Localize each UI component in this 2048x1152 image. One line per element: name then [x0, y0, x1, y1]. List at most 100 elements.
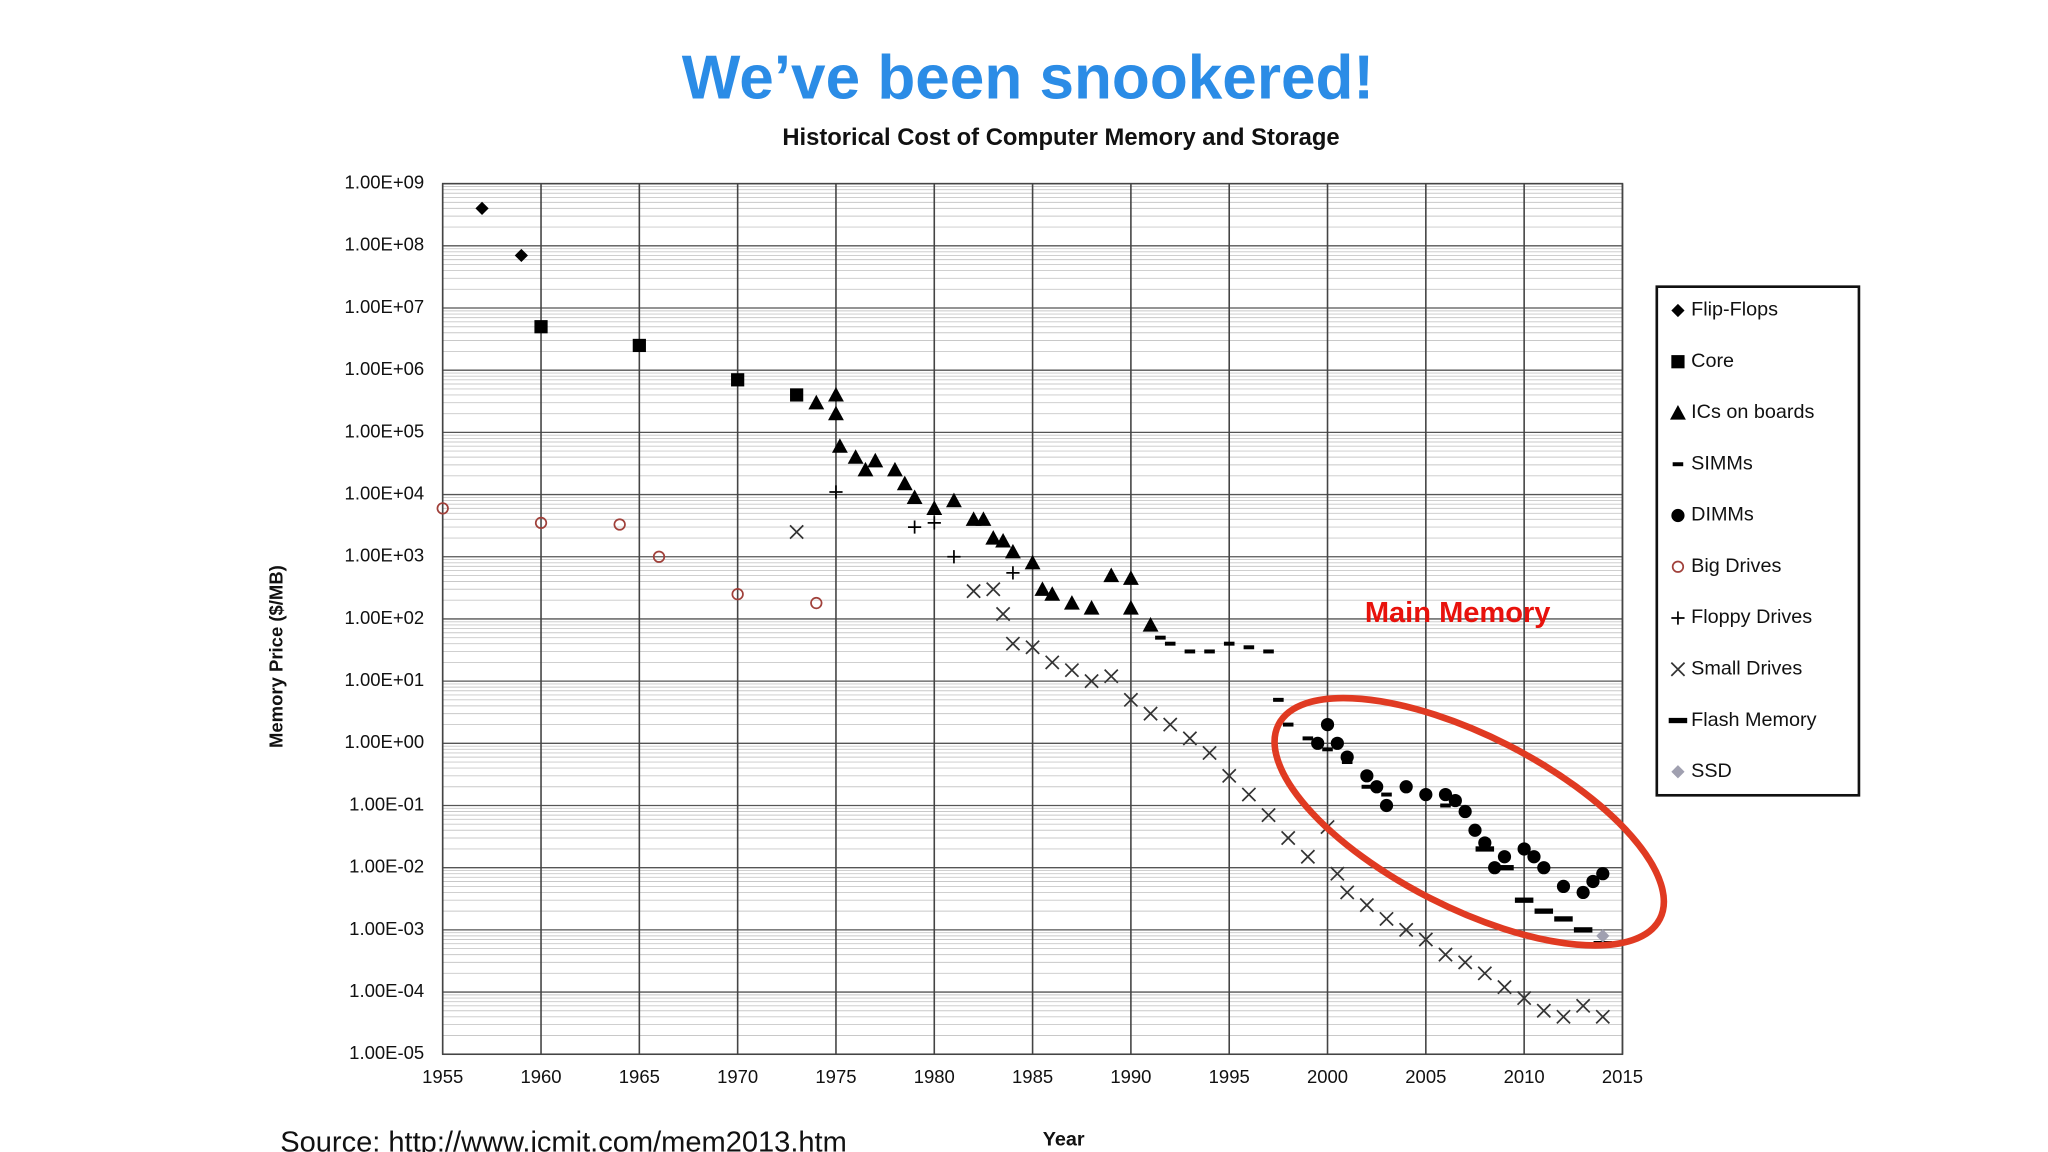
- marker-circle: [1497, 850, 1512, 864]
- y-tick-label: 1.00E+00: [345, 731, 425, 752]
- x-tick-label: 2010: [1504, 1066, 1545, 1087]
- marker-triangle: [946, 492, 962, 508]
- legend-marker: [1671, 560, 1685, 573]
- highlight-ellipse: [1271, 694, 1668, 949]
- x-tick-label: 2015: [1602, 1066, 1643, 1087]
- marker-circle: [1576, 885, 1590, 900]
- marker-open-circle: [436, 502, 449, 515]
- marker-cross: [1182, 731, 1198, 746]
- marker-plus: [1006, 566, 1020, 580]
- marker-triangle: [828, 405, 844, 421]
- marker-cross: [1280, 830, 1296, 846]
- y-tick-label: 1.00E+03: [345, 545, 425, 566]
- legend-box: [1655, 285, 1861, 797]
- marker-diamond: [475, 201, 489, 215]
- marker-small-dash: [1361, 784, 1373, 789]
- marker-dash: [1573, 927, 1593, 933]
- y-tick-label: 1.00E-04: [349, 980, 424, 1001]
- marker-cross: [1330, 866, 1345, 881]
- marker-circle: [1419, 787, 1433, 802]
- marker-cross: [1497, 979, 1512, 995]
- marker-cross: [995, 606, 1011, 622]
- marker-cross: [986, 582, 1001, 597]
- x-tick-label: 1985: [1012, 1066, 1053, 1087]
- y-tick-label: 1.00E+06: [345, 358, 425, 379]
- marker-circle: [1488, 861, 1502, 875]
- marker-cross: [1163, 717, 1178, 732]
- marker-circle: [1320, 717, 1335, 732]
- x-tick-label: 1960: [520, 1066, 561, 1087]
- marker-square: [632, 338, 646, 353]
- source: Source: http://www.jcmit.com/mem2013.htm: [280, 1127, 847, 1152]
- y-axis-label: Memory Price ($/MB): [265, 565, 286, 748]
- marker-circle: [1527, 850, 1541, 864]
- annotation: Main Memory: [1365, 597, 1551, 629]
- marker-cross: [1241, 787, 1257, 802]
- y-tick-label: 1.00E+08: [345, 234, 425, 255]
- marker-dash: [1534, 908, 1554, 914]
- marker-triangle: [887, 461, 903, 477]
- marker-cross: [1143, 706, 1158, 721]
- marker-triangle: [867, 452, 884, 468]
- marker-plus: [908, 520, 922, 534]
- marker-small-dash: [1204, 649, 1215, 654]
- marker-small-dash: [1164, 641, 1176, 646]
- marker-triangle: [926, 500, 943, 515]
- marker-circle: [1517, 842, 1531, 856]
- marker-triangle: [847, 449, 864, 464]
- marker-cross: [1556, 1009, 1571, 1025]
- y-tick-label: 1.00E+01: [345, 669, 425, 690]
- legend-marker: [1668, 717, 1688, 724]
- marker-dash: [1554, 916, 1573, 922]
- marker-square: [790, 388, 804, 402]
- x-axis-label: Year: [1043, 1128, 1085, 1150]
- marker-small-dash: [1243, 645, 1255, 650]
- legend-marker: [1671, 611, 1685, 625]
- marker-circle: [1311, 736, 1325, 750]
- y-tick-label: 1.00E+05: [345, 420, 425, 441]
- legend-label: Small Drives: [1691, 658, 1802, 680]
- marker-circle: [1360, 769, 1374, 783]
- marker-triangle: [1142, 617, 1159, 632]
- marker-small-dash: [1184, 649, 1196, 654]
- x-tick-label: 1990: [1110, 1066, 1151, 1087]
- marker-triangle: [1122, 570, 1139, 585]
- marker-open-circle: [652, 550, 666, 563]
- legend-label: Flash Memory: [1691, 709, 1817, 731]
- marker-circle: [1468, 823, 1482, 837]
- marker-cross: [966, 583, 981, 599]
- legend-label: ICs on boards: [1691, 401, 1814, 423]
- legend-label: SSD: [1691, 760, 1732, 782]
- y-tick-label: 1.00E+09: [345, 172, 425, 193]
- marker-circle: [1556, 879, 1571, 894]
- marker-small-dash: [1322, 747, 1333, 752]
- marker-cross: [789, 524, 804, 540]
- x-tick-label: 1975: [815, 1066, 856, 1087]
- marker-open-circle: [731, 588, 744, 601]
- marker-circle: [1438, 787, 1453, 802]
- marker-cross: [1202, 745, 1217, 761]
- marker-cross: [1477, 966, 1493, 981]
- marker-square: [534, 320, 548, 334]
- marker-triangle: [857, 461, 874, 477]
- marker-cross: [1379, 911, 1394, 927]
- legend-label: Flip-Flops: [1691, 299, 1778, 321]
- marker-small-dash: [1273, 697, 1284, 702]
- marker-triangle: [1063, 595, 1080, 610]
- marker-open-circle: [534, 516, 548, 530]
- marker-open-circle: [613, 518, 626, 531]
- chart-title: Historical Cost of Computer Memory and S…: [782, 124, 1339, 151]
- marker-cross: [1359, 897, 1375, 913]
- marker-triangle: [975, 511, 992, 526]
- plot-frame: [441, 182, 1624, 1056]
- marker-small-dash: [1223, 641, 1235, 646]
- marker-small-dash: [1155, 635, 1166, 640]
- marker-plus: [947, 550, 961, 564]
- marker-small-dash: [1440, 803, 1451, 808]
- marker-triangle: [1034, 581, 1051, 596]
- legend-label: Big Drives: [1691, 555, 1781, 577]
- marker-triangle: [828, 387, 844, 402]
- marker-small-dash: [1282, 722, 1294, 727]
- marker-small-dash: [1263, 649, 1274, 654]
- marker-triangle: [1103, 567, 1120, 583]
